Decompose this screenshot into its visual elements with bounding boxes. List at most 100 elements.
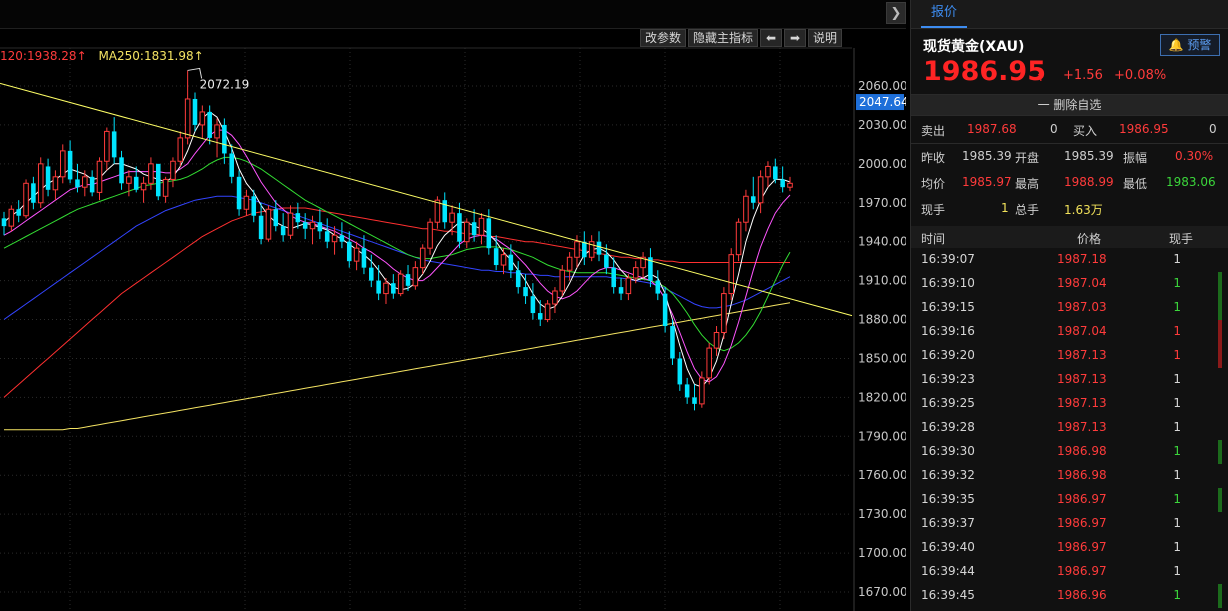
ma120-legend: 120:1938.28↑ <box>0 49 87 63</box>
right-arrow-icon: ➡ <box>790 31 801 45</box>
candle-body-down <box>648 257 653 281</box>
ma60-line <box>3 195 791 320</box>
trade-price: 1986.97 <box>1057 564 1107 578</box>
ma-legend: 120:1938.28↑ MA250:1831.98↑ <box>0 49 204 63</box>
y-axis-tick-label: 1760.00 <box>858 468 906 482</box>
candle-body-up <box>632 267 639 279</box>
hide-main-indicator-button[interactable]: 隐藏主指标 <box>688 29 759 47</box>
candle-body-up <box>412 267 419 287</box>
candle-body-up <box>588 241 595 258</box>
candle-body-up <box>162 178 169 197</box>
candle-body-down <box>302 222 308 229</box>
candle-body-down <box>339 235 345 242</box>
candle-body-up <box>765 165 771 178</box>
explain-button[interactable]: 说明 <box>808 29 843 47</box>
alert-button[interactable]: 🔔 预警 <box>1160 34 1220 56</box>
candle-body-up <box>787 182 793 188</box>
trade-time: 16:39:44 <box>921 564 975 578</box>
chart-toolbar: 改参数 隐藏主指标 ⬅ ➡ 说明 <box>640 29 843 47</box>
candle-body-up <box>8 208 15 227</box>
trade-time: 16:39:15 <box>921 300 975 314</box>
candle-body-down <box>317 222 323 232</box>
candle-body-up <box>140 182 147 191</box>
trade-direction-flag <box>1218 560 1222 584</box>
trade-direction-flag <box>1218 392 1222 416</box>
candle-body-down <box>780 179 785 188</box>
trade-price: 1986.98 <box>1057 444 1107 458</box>
candle-body-up <box>214 124 220 139</box>
trade-row: 16:39:30 1986.98 1 <box>911 440 1228 464</box>
trade-vol: 1 <box>1173 252 1181 266</box>
buy-label: 买入 <box>1073 124 1098 138</box>
trade-direction-flag <box>1218 272 1222 296</box>
trades-col-price: 价格 <box>1077 232 1102 246</box>
candle-body-down <box>89 176 95 193</box>
trade-price: 1986.96 <box>1057 588 1107 602</box>
trade-price: 1987.13 <box>1057 420 1107 434</box>
trade-vol: 1 <box>1173 588 1181 602</box>
candle-body-down <box>471 222 477 236</box>
candle-body-down <box>611 267 616 288</box>
next-button[interactable]: ➡ <box>784 29 807 47</box>
candle-body-up <box>397 273 404 295</box>
candle-body-down <box>222 124 227 154</box>
trendline <box>0 82 853 317</box>
trade-vol: 1 <box>1173 276 1181 290</box>
candle-body-up <box>96 160 103 193</box>
trade-row: 16:39:15 1987.03 1 <box>911 296 1228 320</box>
trade-direction-flag <box>1218 248 1222 272</box>
candle-body-up <box>82 176 88 188</box>
trade-price: 1987.13 <box>1057 348 1107 362</box>
trade-time: 16:39:40 <box>921 540 975 554</box>
left-arrow-icon: ⬅ <box>766 31 777 45</box>
trade-direction-flag <box>1218 296 1222 320</box>
candle-body-down <box>655 280 661 294</box>
candle-body-up <box>419 247 426 269</box>
trade-price: 1987.04 <box>1057 276 1107 290</box>
candle-body-down <box>750 196 756 203</box>
candle-body-down <box>1 218 7 227</box>
remove-watchlist-button[interactable]: 一 删除自选 <box>911 94 1228 116</box>
candle-body-up <box>37 163 44 204</box>
trades-list[interactable]: 16:39:07 1987.18 1 16:39:10 1987.04 1 16:39:15… <box>911 248 1228 611</box>
candle-body-up <box>177 137 184 162</box>
trade-time: 16:39:07 <box>921 252 975 266</box>
trade-direction-flag <box>1218 416 1222 440</box>
cur-vol-value: 1 <box>1001 201 1009 215</box>
candle-body-down <box>236 176 242 210</box>
candle-body-up <box>559 269 566 292</box>
trade-price: 1987.13 <box>1057 396 1107 410</box>
edit-params-button[interactable]: 改参数 <box>640 29 687 47</box>
prev-close-label: 昨收 <box>921 151 946 165</box>
price-change: +1.56 <box>1063 68 1103 83</box>
expand-panel-button[interactable]: ❯ <box>886 2 906 24</box>
trade-vol: 1 <box>1173 492 1181 506</box>
quote-panel: 报价 现货黄金(XAU) 🔔 预警 1986.95 🠅 +1.56 +0.08%… <box>910 0 1228 611</box>
high-annotation-pointer <box>187 67 203 79</box>
y-axis-tick-label: 2060.00 <box>858 79 906 93</box>
candle-body-down <box>582 241 587 258</box>
bell-icon: 🔔 <box>1168 38 1184 52</box>
candle-body-down <box>442 200 448 223</box>
prev-button[interactable]: ⬅ <box>760 29 783 47</box>
trade-row: 16:39:44 1986.97 1 <box>911 560 1228 584</box>
candle-body-down <box>523 287 528 297</box>
kline-chart-pane[interactable]: 2072.19 2060.00 2030.00 2000.00 1970.00 1940.… <box>0 0 906 611</box>
buy-qty: 0 <box>1209 122 1217 136</box>
quote-panel-header: 报价 <box>911 0 1228 29</box>
trade-time: 16:39:28 <box>921 420 975 434</box>
tab-quote[interactable]: 报价 <box>921 0 968 28</box>
candle-body-up <box>464 221 470 243</box>
kline-chart[interactable]: 2072.19 2060.00 2030.00 2000.00 1970.00 1940.… <box>0 0 906 611</box>
candle-body-down <box>346 241 352 262</box>
avg-value: 1985.97 <box>962 175 1012 189</box>
trade-price: 1986.97 <box>1057 540 1107 554</box>
total-vol-label: 总手 <box>1015 203 1040 217</box>
trade-row: 16:39:40 1986.97 1 <box>911 536 1228 560</box>
trade-direction-flag <box>1218 368 1222 392</box>
candle-body-down <box>530 296 536 314</box>
candle-body-up <box>735 221 742 256</box>
amplitude-value: 0.30% <box>1175 149 1214 163</box>
current-price-label: 2047.64 <box>859 95 906 109</box>
candle-body-down <box>662 293 668 327</box>
